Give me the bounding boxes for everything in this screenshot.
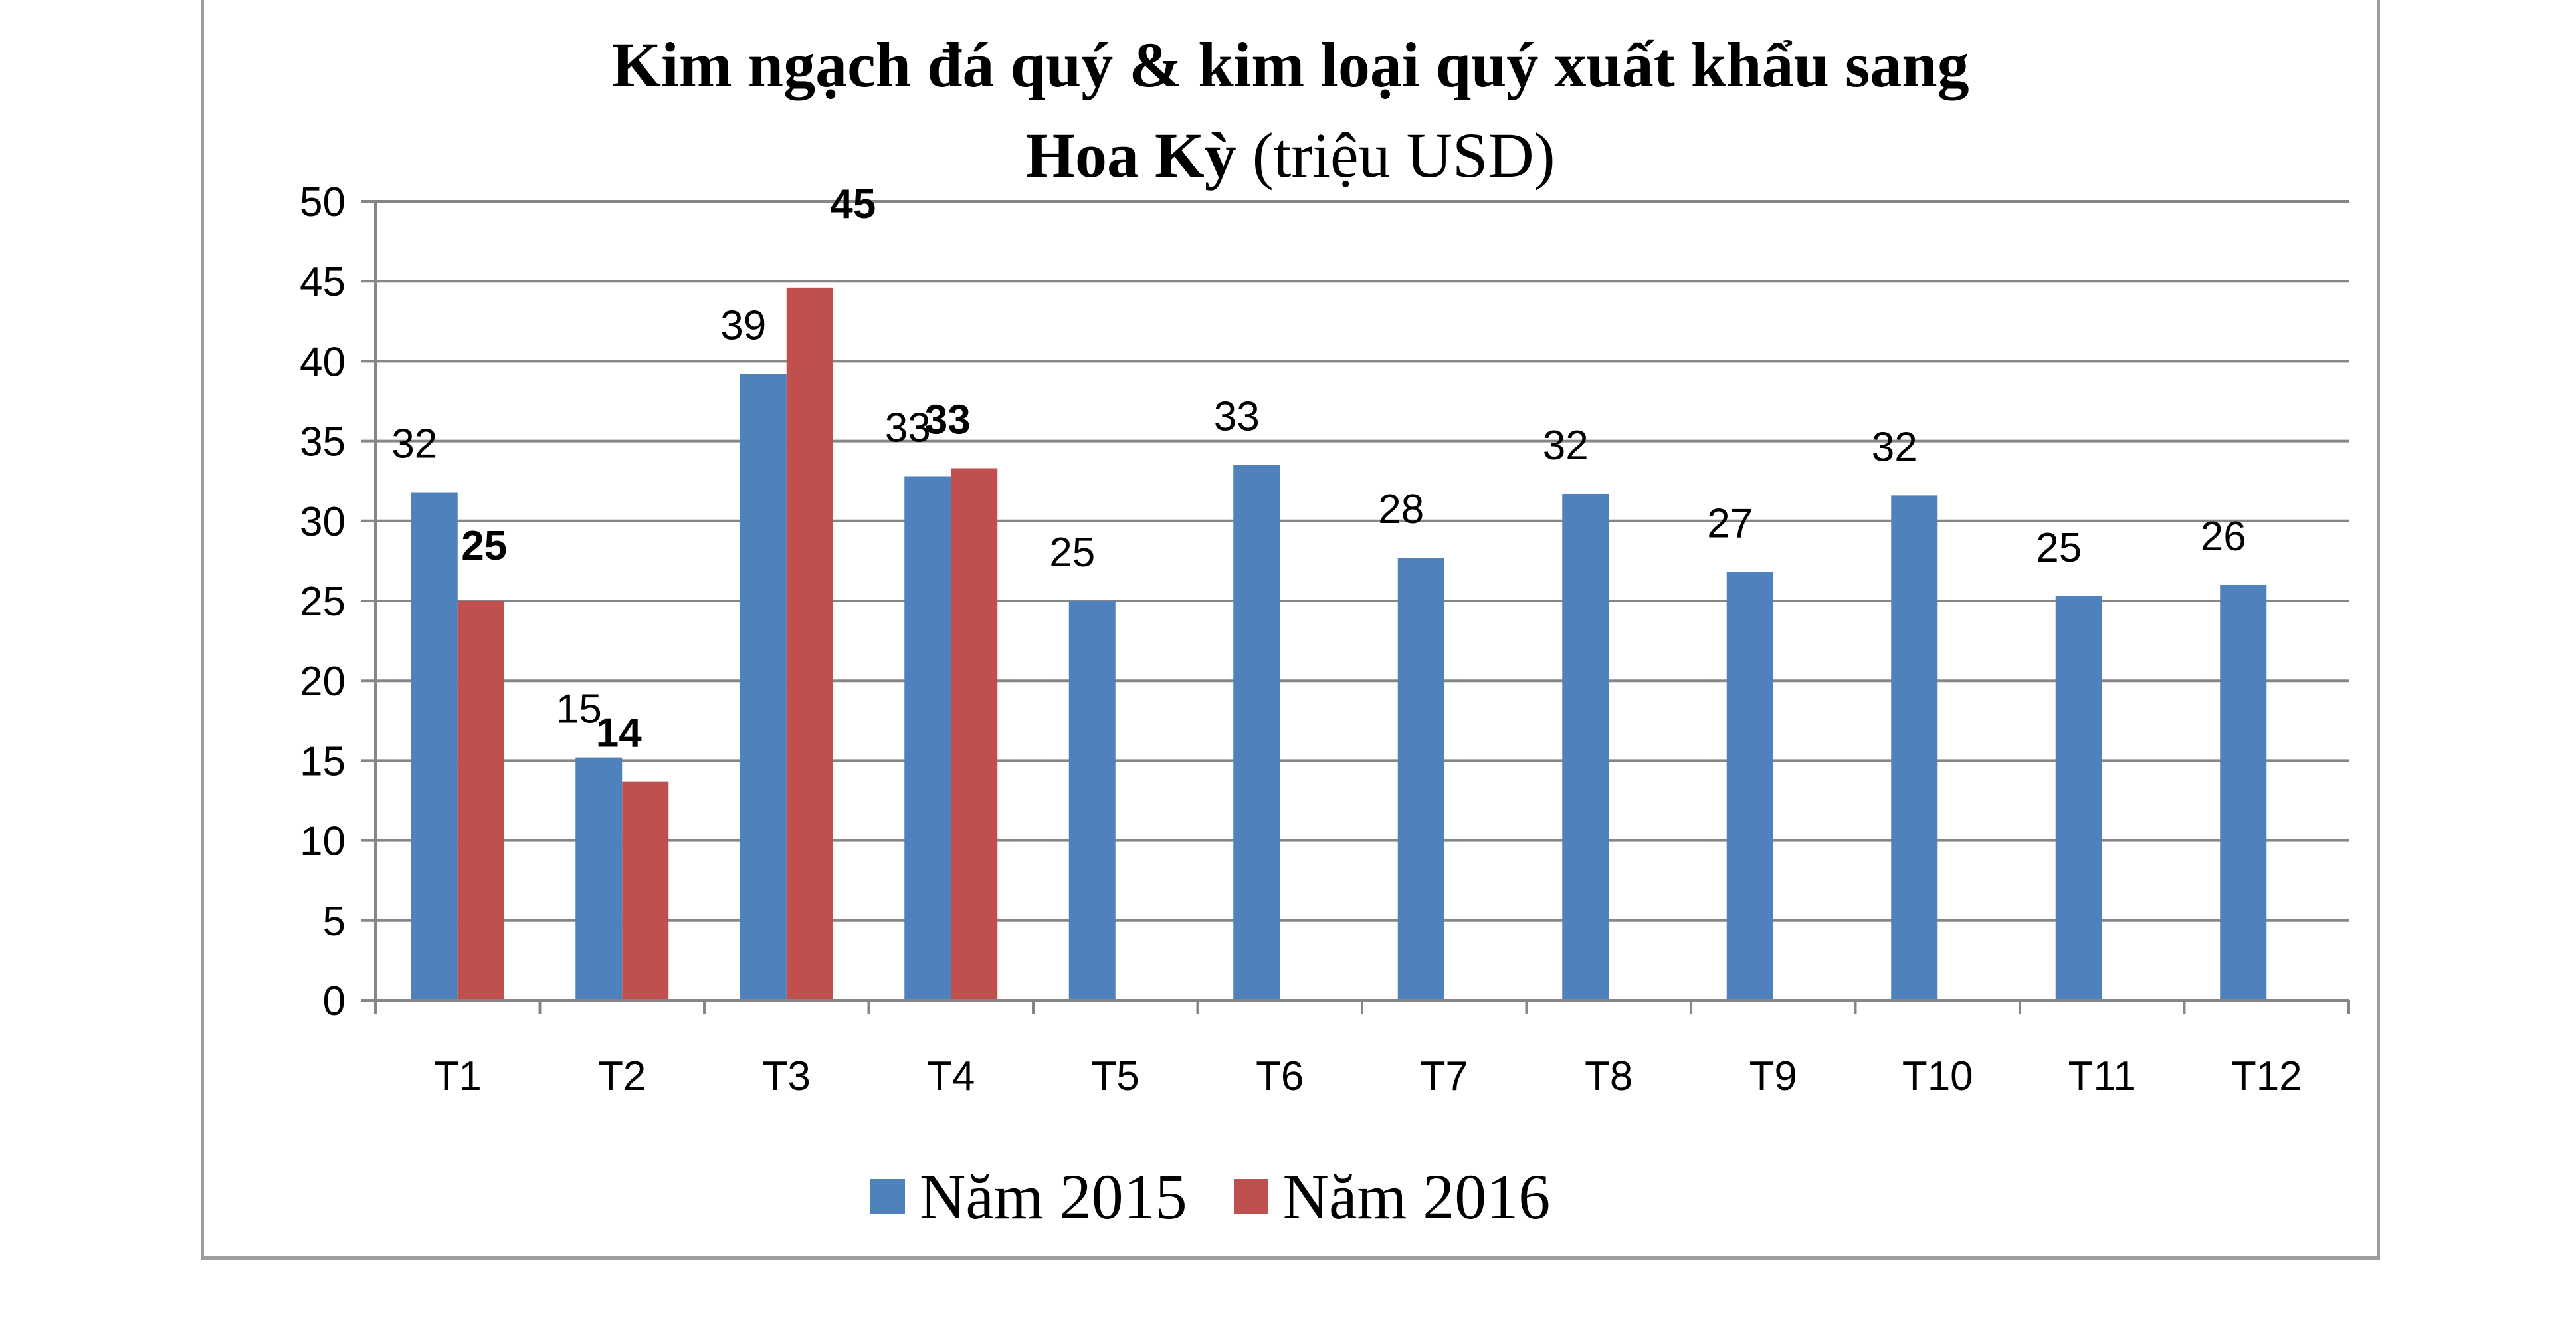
x-tick-label: T5 <box>1092 1053 1139 1099</box>
data-label: 45 <box>830 181 876 227</box>
y-tick-label: 45 <box>300 259 346 305</box>
x-tick-label: T10 <box>1902 1053 1973 1099</box>
legend-swatch-2015 <box>870 1179 905 1214</box>
y-tick-label: 20 <box>300 659 346 705</box>
y-tick-label: 40 <box>300 339 346 385</box>
y-tick-label: 30 <box>300 499 346 545</box>
bars <box>411 287 2267 1000</box>
legend-item-2016: Năm 2016 <box>1233 1160 1551 1234</box>
y-tick-label: 25 <box>300 579 346 625</box>
y-tick-label: 50 <box>300 179 346 225</box>
bar-t1-series-2 <box>457 601 504 1000</box>
x-tick-label: T11 <box>2068 1053 2136 1099</box>
data-label: 39 <box>720 303 766 349</box>
axes <box>361 200 2350 1014</box>
data-label: 26 <box>2201 514 2246 560</box>
bar-t6-series-1 <box>1233 465 1280 1000</box>
bar-t11-series-1 <box>2055 596 2102 1000</box>
legend-swatch-2016 <box>1233 1179 1268 1214</box>
bar-t4-series-2 <box>951 468 998 1000</box>
bar-t7-series-1 <box>1397 558 1444 1000</box>
data-label: 14 <box>596 711 642 756</box>
legend-label-2016: Năm 2016 <box>1282 1161 1551 1232</box>
data-label: 32 <box>1872 424 1918 470</box>
chart-title-line1: Kim ngạch đá quý & kim loại quý xuất khẩ… <box>611 29 1969 100</box>
bar-t5-series-1 <box>1068 601 1116 1000</box>
legend: Năm 2015 Năm 2016 <box>870 1160 1597 1233</box>
data-label: 15 <box>556 687 602 732</box>
y-tick-label: 5 <box>323 899 346 944</box>
bar-t8-series-1 <box>1562 493 1609 1000</box>
data-label: 32 <box>391 421 437 467</box>
data-label: 25 <box>2036 525 2082 571</box>
data-label: 25 <box>1049 530 1095 576</box>
x-tick-label: T6 <box>1256 1053 1304 1099</box>
data-label: 32 <box>1543 423 1589 469</box>
y-tick-label: 15 <box>300 738 346 784</box>
bar-t9-series-1 <box>1726 572 1773 1000</box>
x-tick-label: T2 <box>598 1053 646 1099</box>
x-tick-label: T12 <box>2231 1053 2302 1099</box>
bar-t3-series-1 <box>740 374 787 1000</box>
y-tick-label: 10 <box>300 819 346 865</box>
bar-t12-series-1 <box>2220 584 2267 1000</box>
bar-t4-series-1 <box>904 476 951 1000</box>
x-tick-label: T1 <box>434 1053 482 1099</box>
x-tick-label: T7 <box>1421 1053 1468 1099</box>
data-label: 27 <box>1707 501 1753 547</box>
y-tick-label: 35 <box>300 419 346 465</box>
bar-t3-series-2 <box>786 287 833 1000</box>
bar-t2-series-2 <box>622 781 669 1000</box>
data-label: 33 <box>1214 394 1260 440</box>
legend-label-2015: Năm 2015 <box>920 1161 1187 1232</box>
bar-t1-series-1 <box>411 492 458 1000</box>
chart-title-line2: Hoa Kỳ (triệu USD) <box>201 110 2380 201</box>
gridlines <box>375 200 2349 922</box>
data-label: 33 <box>885 405 931 451</box>
x-tick-label: T3 <box>763 1053 811 1099</box>
bar-t2-series-1 <box>575 757 623 1000</box>
x-tick-label: T4 <box>927 1053 975 1099</box>
data-label: 25 <box>461 523 507 569</box>
chart-title: Kim ngạch đá quý & kim loại quý xuất khẩ… <box>201 20 2380 201</box>
x-tick-label: T8 <box>1585 1053 1633 1099</box>
data-label: 33 <box>925 397 971 443</box>
chart-title-line2-rest: (triệu USD) <box>1236 120 1555 191</box>
tick-labels: 0 5 10 15 20 25 30 35 40 45 50 T1 T2 T3 T4 T5 T6 T7 T8 T9 T1… <box>300 179 2302 1099</box>
chart-title-line2-bold: Hoa Kỳ <box>1025 120 1237 191</box>
chart-frame <box>201 0 2380 1260</box>
x-tick-label: T9 <box>1749 1053 1797 1099</box>
data-label: 28 <box>1378 487 1424 532</box>
bar-t10-series-1 <box>1891 495 1938 1000</box>
y-tick-label: 0 <box>323 978 346 1024</box>
legend-item-2015: Năm 2015 <box>870 1160 1187 1234</box>
